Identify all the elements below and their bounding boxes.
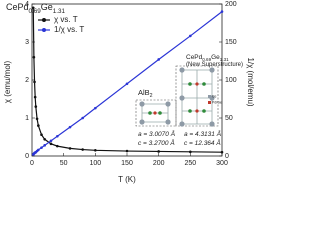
y-axis-label: χ (emu/mol) bbox=[3, 60, 12, 103]
data-point bbox=[33, 80, 36, 84]
annotation: (New Superstructure) bbox=[186, 62, 243, 68]
data-point bbox=[56, 134, 59, 138]
y-tick-label: 0 bbox=[25, 153, 29, 160]
data-point bbox=[220, 150, 224, 154]
atoms bbox=[153, 82, 199, 115]
x-tick-label: 100 bbox=[89, 160, 101, 167]
data-point bbox=[157, 58, 160, 61]
inset-legend-key bbox=[208, 95, 211, 98]
y2-tick-label: 0 bbox=[225, 153, 229, 160]
data-point bbox=[43, 137, 46, 141]
inset-box bbox=[135, 99, 177, 127]
data-point bbox=[68, 125, 72, 129]
annotation: CePd0.69Ge1.31 bbox=[186, 54, 229, 62]
atoms bbox=[139, 67, 215, 127]
crystal-insets bbox=[135, 65, 219, 127]
text-part: (New Superstructure) bbox=[186, 62, 243, 68]
text-part: a = 3.0070 Å bbox=[138, 129, 175, 138]
legend-key bbox=[42, 18, 46, 22]
data-point bbox=[31, 6, 35, 10]
inset-legend-key bbox=[208, 101, 211, 104]
data-point bbox=[81, 148, 84, 151]
series-line bbox=[32, 7, 223, 153]
data-point bbox=[189, 150, 192, 154]
data-point bbox=[125, 82, 129, 86]
chart-title: CePd0.69Ge1.31 bbox=[6, 2, 66, 15]
data-point bbox=[94, 149, 97, 152]
text-part: 0.69 bbox=[29, 8, 42, 15]
data-point bbox=[49, 139, 53, 143]
annotation: c = 12.364 Å bbox=[184, 138, 221, 147]
text-part: 1.31 bbox=[220, 57, 229, 62]
annotation: Ce bbox=[212, 94, 217, 98]
text-part: 0.69 bbox=[202, 57, 211, 62]
data-point bbox=[43, 144, 46, 147]
text-part: 1.31 bbox=[53, 8, 66, 15]
y2-tick-label: 100 bbox=[225, 77, 237, 84]
annotation: a = 4.3131 Å bbox=[184, 129, 221, 138]
data-point bbox=[220, 10, 224, 13]
text-part: Ge bbox=[41, 2, 53, 12]
data-point bbox=[81, 116, 84, 120]
text-part: CePd bbox=[6, 2, 29, 12]
text-part: Ge bbox=[211, 54, 220, 61]
data-point bbox=[49, 142, 53, 146]
x-tick-label: 0 bbox=[30, 160, 34, 167]
text-part: Pd/Ge bbox=[212, 100, 222, 104]
annotation: c = 3.2700 Å bbox=[138, 138, 175, 147]
data-point bbox=[33, 95, 37, 99]
text-part: Ce bbox=[212, 94, 217, 98]
y2-axis-label: 1/χ (mol/emu) bbox=[246, 57, 255, 106]
y-tick-label: 4 bbox=[25, 1, 29, 8]
data-point bbox=[32, 55, 36, 59]
legend-label: 1/χ vs. T bbox=[54, 25, 84, 34]
atoms bbox=[148, 82, 206, 115]
data-point bbox=[40, 146, 43, 149]
y2-tick-label: 200 bbox=[225, 1, 237, 8]
y-tick-label: 2 bbox=[25, 77, 29, 84]
text-part: 2 bbox=[150, 93, 153, 99]
x-axis-label: T (K) bbox=[118, 175, 136, 184]
annotation: Pd/Ge bbox=[212, 100, 222, 104]
inset-box bbox=[175, 65, 219, 127]
legend-label: χ vs. T bbox=[54, 15, 78, 24]
text-part: AlB bbox=[138, 88, 150, 97]
x-tick-label: 200 bbox=[153, 160, 165, 167]
data-point bbox=[94, 106, 97, 110]
x-tick-label: 250 bbox=[184, 160, 196, 167]
data-point bbox=[34, 105, 38, 108]
x-tick-label: 150 bbox=[121, 160, 133, 167]
text-part: c = 12.364 Å bbox=[184, 138, 221, 147]
data-point bbox=[37, 148, 40, 152]
y-tick-label: 1 bbox=[25, 115, 29, 122]
data-point bbox=[56, 144, 59, 148]
data-point bbox=[125, 149, 129, 153]
data-point bbox=[68, 147, 72, 150]
y2-tick-label: 150 bbox=[225, 39, 237, 46]
y-tick-label: 3 bbox=[25, 39, 29, 46]
text-part: a = 4.3131 Å bbox=[184, 129, 221, 138]
text-part: c = 3.2700 Å bbox=[138, 138, 175, 147]
data-point bbox=[35, 117, 39, 121]
y2-tick-label: 50 bbox=[225, 115, 233, 122]
data-point bbox=[40, 133, 43, 137]
x-tick-label: 300 bbox=[216, 160, 228, 167]
text-part: CePd bbox=[186, 54, 203, 61]
data-point bbox=[189, 34, 192, 38]
data-point bbox=[37, 124, 40, 127]
legend-key bbox=[42, 28, 46, 32]
x-tick-label: 50 bbox=[60, 160, 68, 167]
annotation: AlB2 bbox=[138, 88, 153, 99]
chart: CePd0.69Ge1.31 AlB2 CePd0.69Ge1.31 (New … bbox=[3, 1, 255, 184]
data-point bbox=[157, 150, 160, 153]
annotation: a = 3.0070 Å bbox=[138, 129, 175, 138]
